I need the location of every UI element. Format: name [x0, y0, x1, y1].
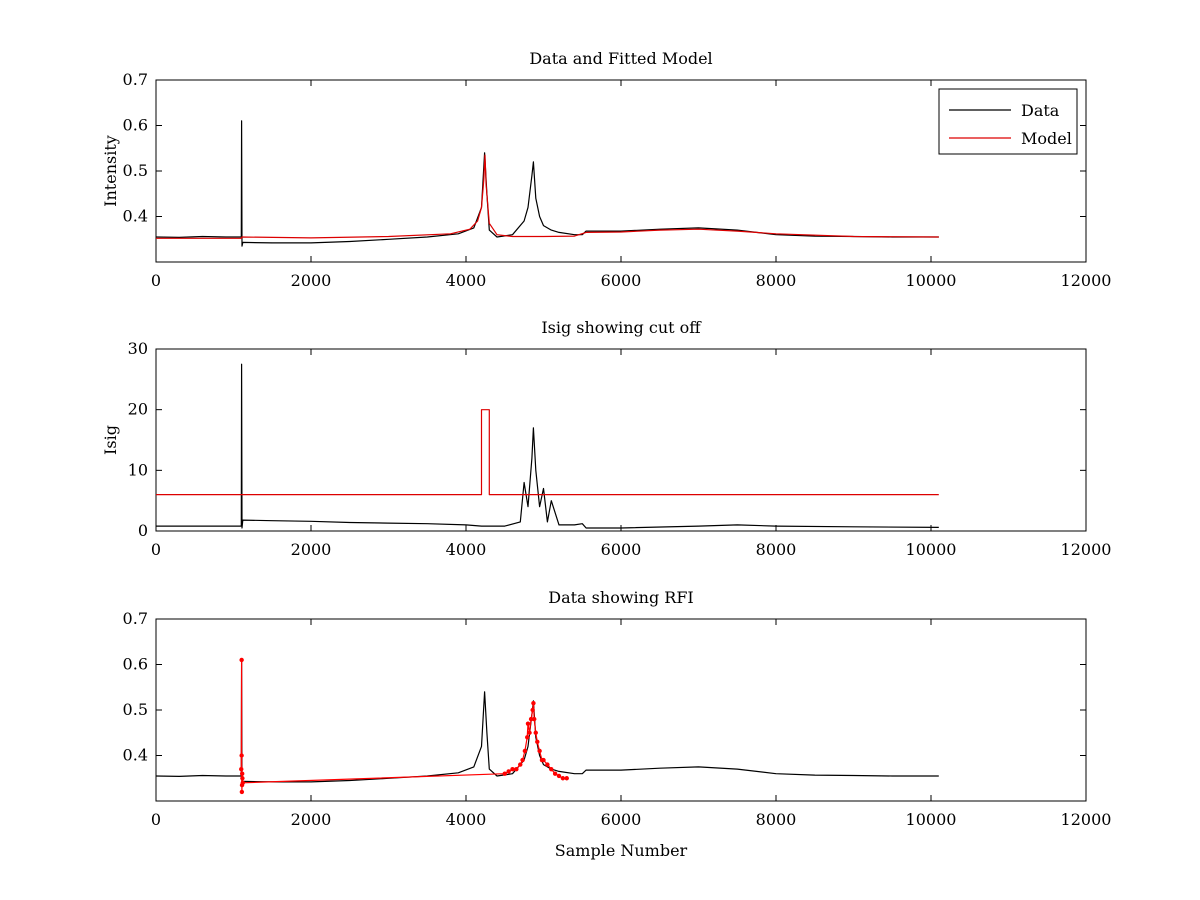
rfi-point — [510, 766, 515, 772]
x-tick-label: 6000 — [601, 271, 642, 290]
y-tick-label: 10 — [128, 460, 148, 479]
rfi-point — [549, 766, 554, 772]
rfi-point — [535, 739, 540, 745]
x-tick-label: 4000 — [446, 540, 487, 559]
rfi-point — [525, 735, 530, 740]
x-axis-label: Sample Number — [555, 841, 688, 860]
rfi-point — [240, 780, 245, 785]
x-tick-label: 8000 — [756, 540, 797, 559]
rfi-point — [239, 657, 244, 663]
rfi-point — [239, 753, 244, 758]
chart-title: Data showing RFI — [548, 588, 693, 607]
rfi-point — [541, 757, 546, 763]
rfi-point — [530, 707, 535, 713]
panel-3: 0 2000 4000 6000 8000 10000 12000 0.4 0.5 0.6 0.7 D… — [123, 588, 1112, 860]
rfi-point — [520, 757, 525, 763]
x-tick-label: 10000 — [906, 540, 957, 559]
rfi-point — [537, 748, 542, 754]
x-tick-label: 0 — [151, 271, 161, 290]
rfi-point — [239, 789, 245, 795]
x-tick-label: 2000 — [291, 810, 332, 829]
y-tick-label: 0.5 — [123, 700, 148, 719]
y-axis-label: Intensity — [101, 135, 120, 207]
rfi-point — [240, 776, 245, 781]
x-tick-label: 12000 — [1061, 810, 1112, 829]
y-tick-label: 0.4 — [123, 207, 148, 226]
rfi-point — [560, 776, 566, 781]
panel-2: 0 2000 4000 6000 8000 10000 12000 0 10 20 30 Isig s… — [101, 318, 1111, 559]
rfi-point — [239, 771, 245, 776]
y-tick-label: 30 — [128, 339, 148, 358]
rfi-point — [533, 730, 538, 735]
x-tick-label: 0 — [151, 810, 161, 829]
rfi-point — [514, 766, 519, 772]
y-tick-label: 0.5 — [123, 161, 148, 180]
rfi-point — [556, 773, 562, 779]
rfi-point — [527, 730, 532, 735]
legend-box — [938, 88, 1078, 155]
rfi-point — [518, 762, 523, 767]
y-tick-label: 0.7 — [123, 609, 148, 628]
rfi-point — [528, 716, 534, 722]
axes-box — [155, 618, 1087, 802]
rfi-point — [239, 766, 244, 772]
model-line — [156, 154, 939, 239]
legend-label: Data — [1021, 101, 1060, 120]
y-tick-label: 0.6 — [123, 655, 148, 674]
x-tick-label: 6000 — [601, 810, 642, 829]
x-tick-label: 10000 — [906, 271, 957, 290]
y-tick-label: 20 — [128, 400, 148, 419]
y-tick-label: 0.6 — [123, 116, 148, 135]
rfi-point — [564, 776, 569, 781]
x-tick-label: 12000 — [1061, 540, 1112, 559]
rfi-point — [532, 716, 537, 722]
rfi-point — [525, 721, 531, 726]
rfi-point — [531, 700, 536, 706]
x-tick-label: 6000 — [601, 540, 642, 559]
x-tick-label: 8000 — [756, 271, 797, 290]
rfi-point — [522, 748, 528, 754]
panel-1: 0 2000 4000 6000 8000 10000 12000 0.4 0.5 0.6 0.7 D… — [101, 49, 1111, 290]
y-tick-label: 0.7 — [123, 70, 148, 89]
data-line — [156, 120, 939, 247]
y-axis-label: Isig — [101, 425, 120, 455]
y-tick-label: 0.4 — [123, 746, 148, 765]
x-tick-label: 0 — [151, 540, 161, 559]
x-tick-label: 4000 — [446, 810, 487, 829]
x-tick-label: 12000 — [1061, 271, 1112, 290]
x-tick-label: 8000 — [756, 810, 797, 829]
chart-title: Isig showing cut off — [541, 318, 702, 337]
axes-box — [155, 348, 1087, 532]
series-2-line — [156, 409, 939, 496]
rfi-point — [502, 771, 507, 776]
legend-label: Model — [1021, 129, 1072, 148]
series-1-line — [156, 363, 939, 529]
x-tick-label: 2000 — [291, 271, 332, 290]
x-tick-label: 10000 — [906, 810, 957, 829]
rfi-point — [506, 769, 511, 774]
rfi-point — [552, 771, 558, 776]
rfi-point — [545, 762, 550, 767]
legend: Data Model — [938, 88, 1078, 155]
x-tick-label: 2000 — [291, 540, 332, 559]
chart-title: Data and Fitted Model — [529, 49, 712, 68]
y-tick-label: 0 — [138, 521, 148, 540]
x-tick-label: 4000 — [446, 271, 487, 290]
